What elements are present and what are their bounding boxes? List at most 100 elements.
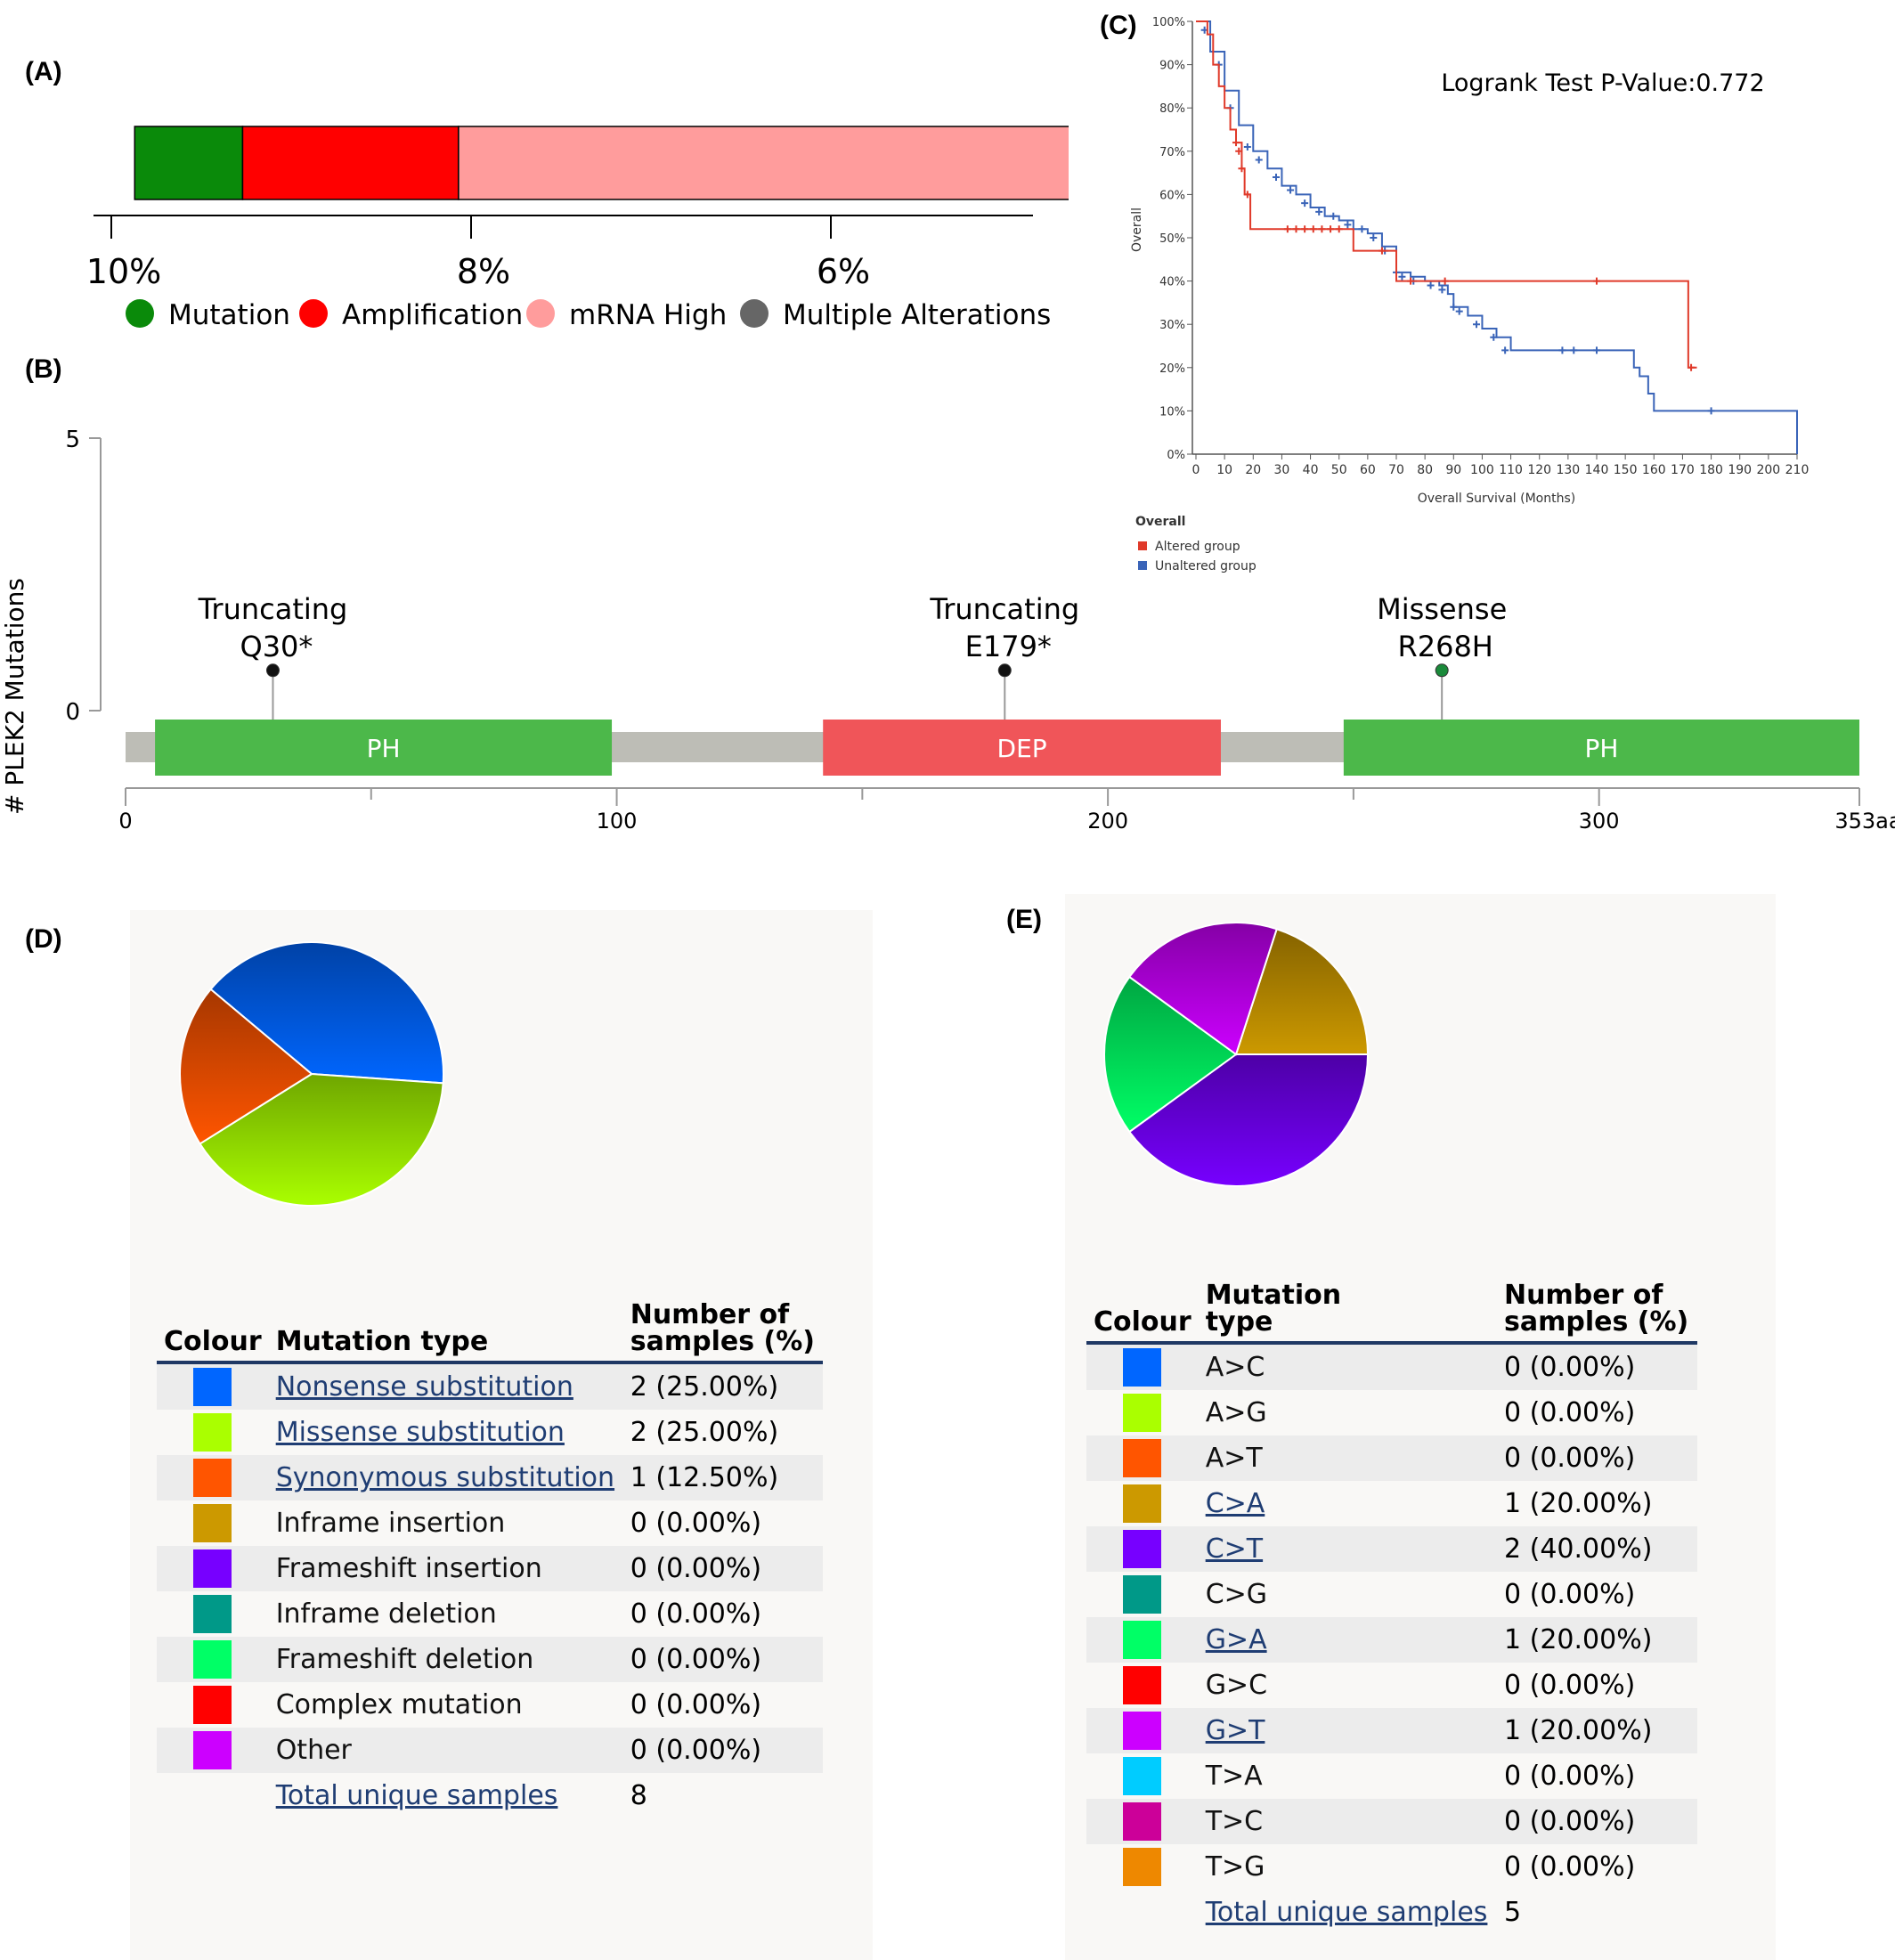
colour-cell (157, 1362, 269, 1410)
pie-slice-g-t (1127, 922, 1278, 1056)
mutation-type-link[interactable]: C>T (1205, 1533, 1264, 1565)
y-axis-title: # PLEK2 Mutations (0, 578, 29, 815)
total-label-cell: Total unique samples (1198, 1890, 1497, 1935)
censor-mark (1707, 407, 1715, 415)
legend-label: Multiple Alterations (783, 299, 1051, 331)
censor-mark (1243, 142, 1251, 150)
colour-swatch (1123, 1394, 1162, 1432)
mutation-type-label: A>G (1205, 1397, 1267, 1428)
table-row: Missense substitution 2 (25.00%) (157, 1410, 823, 1455)
pie-slice-synonymous-substitution (179, 988, 313, 1145)
sample-count-cell: 1 (12.50%) (622, 1455, 823, 1500)
x-tick-label: 200 (1756, 463, 1780, 477)
x-tick-label: 300 (1579, 809, 1620, 834)
survival-plot: 0% 10% 20% 30% 40% 50% 60% 70% 80% 90% 100% 0 10 20 30… (1130, 16, 1809, 573)
x-tick-label: 200 (1087, 809, 1128, 834)
colour-swatch (193, 1731, 232, 1769)
colour-swatch (193, 1640, 232, 1679)
censor-mark (1344, 221, 1352, 229)
mutation-type-cell: Missense substitution (268, 1410, 623, 1455)
colour-header: Colour (157, 1302, 269, 1364)
mutation-type-cell: Frameshift insertion (268, 1546, 623, 1591)
censor-mark (1273, 173, 1280, 181)
censor-mark (1335, 225, 1343, 233)
mutation-type-link[interactable]: Synonymous substitution (275, 1462, 615, 1493)
bar-mutation (134, 126, 244, 200)
mutation-type-link[interactable]: C>A (1205, 1488, 1265, 1519)
sample-count-header: Number of samples (%) (1497, 1282, 1697, 1345)
legend-label: mRNA High (569, 299, 727, 331)
x-tick-label: 70 (1388, 463, 1404, 477)
table-row: Complex mutation 0 (0.00%) (157, 1682, 823, 1728)
mutation-type-label: Complex mutation (275, 1689, 523, 1720)
table-row: Other 0 (0.00%) (157, 1728, 823, 1773)
sample-count-cell: 1 (20.00%) (1497, 1481, 1697, 1526)
colour-swatch (193, 1549, 232, 1588)
mutation-type-label: T>A (1205, 1761, 1263, 1792)
mutation-label: R268H (1397, 630, 1492, 663)
mutation-type-label: Frameshift deletion (275, 1644, 534, 1675)
censor-mark (1398, 272, 1406, 281)
x-tick-label: 50 (1331, 463, 1347, 477)
domain-label: PH (367, 734, 401, 763)
colour-cell (1086, 1753, 1199, 1799)
empty-cell (1086, 1890, 1199, 1935)
total-label-cell: Total unique samples (268, 1773, 623, 1818)
table-row: G>C 0 (0.00%) (1086, 1663, 1697, 1708)
pie-slice-c-a (1234, 927, 1370, 1055)
colour-cell (157, 1682, 269, 1728)
mutation-type-link[interactable]: G>T (1205, 1715, 1265, 1746)
mutation-type-cell: C>A (1198, 1481, 1497, 1526)
colour-cell (1086, 1663, 1199, 1708)
mutation-type-cell: T>A (1198, 1753, 1497, 1799)
total-unique-samples-link[interactable]: Total unique samples (1205, 1897, 1488, 1928)
mutation-type-cell: A>G (1198, 1390, 1497, 1435)
table-row: C>T 2 (40.00%) (1086, 1526, 1697, 1572)
colour-swatch (1123, 1757, 1162, 1795)
legend-marker (299, 299, 328, 328)
logrank-annotation: Logrank Test P-Value:0.772 (1441, 69, 1764, 97)
mutation-type-header: Mutation type (1198, 1282, 1497, 1345)
censor-mark (1501, 346, 1509, 354)
colour-swatch (193, 1595, 232, 1633)
colour-cell (1086, 1799, 1199, 1844)
sample-count-cell: 2 (40.00%) (1497, 1526, 1697, 1572)
y-tick-label: 50% (1159, 232, 1185, 246)
x-tick-label: 100 (1470, 463, 1494, 477)
table-row: Frameshift deletion 0 (0.00%) (157, 1637, 823, 1682)
y-axis-title: Overall (1130, 207, 1144, 252)
legend-swatch (1138, 561, 1147, 570)
mutation-type-link[interactable]: Missense substitution (275, 1417, 565, 1448)
colour-swatch (193, 1686, 232, 1724)
mutation-type-link[interactable]: G>A (1205, 1624, 1267, 1655)
table-row: T>G 0 (0.00%) (1086, 1844, 1697, 1890)
mutation-label: Q30* (240, 630, 313, 663)
substitution-table: Colour Mutation type Number of samples (%)… (1086, 1282, 1697, 1935)
censor-mark (1441, 277, 1449, 285)
total-unique-samples-link[interactable]: Total unique samples (275, 1780, 558, 1811)
panel-label-d: (D) (25, 924, 62, 954)
x-tick-label: 40 (1303, 463, 1319, 477)
colour-cell (157, 1546, 269, 1591)
x-tick-label: 130 (1556, 463, 1580, 477)
colour-swatch (1123, 1802, 1162, 1841)
sample-count-cell: 0 (0.00%) (622, 1500, 823, 1546)
colour-swatch (193, 1459, 232, 1497)
x-tick-label: 10% (86, 252, 161, 291)
table-row: A>C 0 (0.00%) (1086, 1343, 1697, 1390)
colour-cell (157, 1728, 269, 1773)
pie-slice-c-t (1127, 1053, 1370, 1187)
mutation-type-link[interactable]: Nonsense substitution (275, 1371, 573, 1403)
mutation-type-label: Truncating (198, 592, 348, 626)
legend-marker (526, 299, 555, 328)
sample-count-cell: 2 (25.00%) (622, 1362, 823, 1410)
sample-count-cell: 0 (0.00%) (622, 1637, 823, 1682)
sample-count-cell: 0 (0.00%) (1497, 1663, 1697, 1708)
x-tick-label: 8% (457, 252, 510, 291)
y-tick-label: 60% (1159, 189, 1185, 202)
x-tick-label: 110 (1499, 463, 1523, 477)
censor-mark (1593, 346, 1600, 354)
empty-cell (157, 1773, 269, 1818)
y-tick-label: 5 (65, 427, 80, 453)
colour-cell (1086, 1526, 1199, 1572)
